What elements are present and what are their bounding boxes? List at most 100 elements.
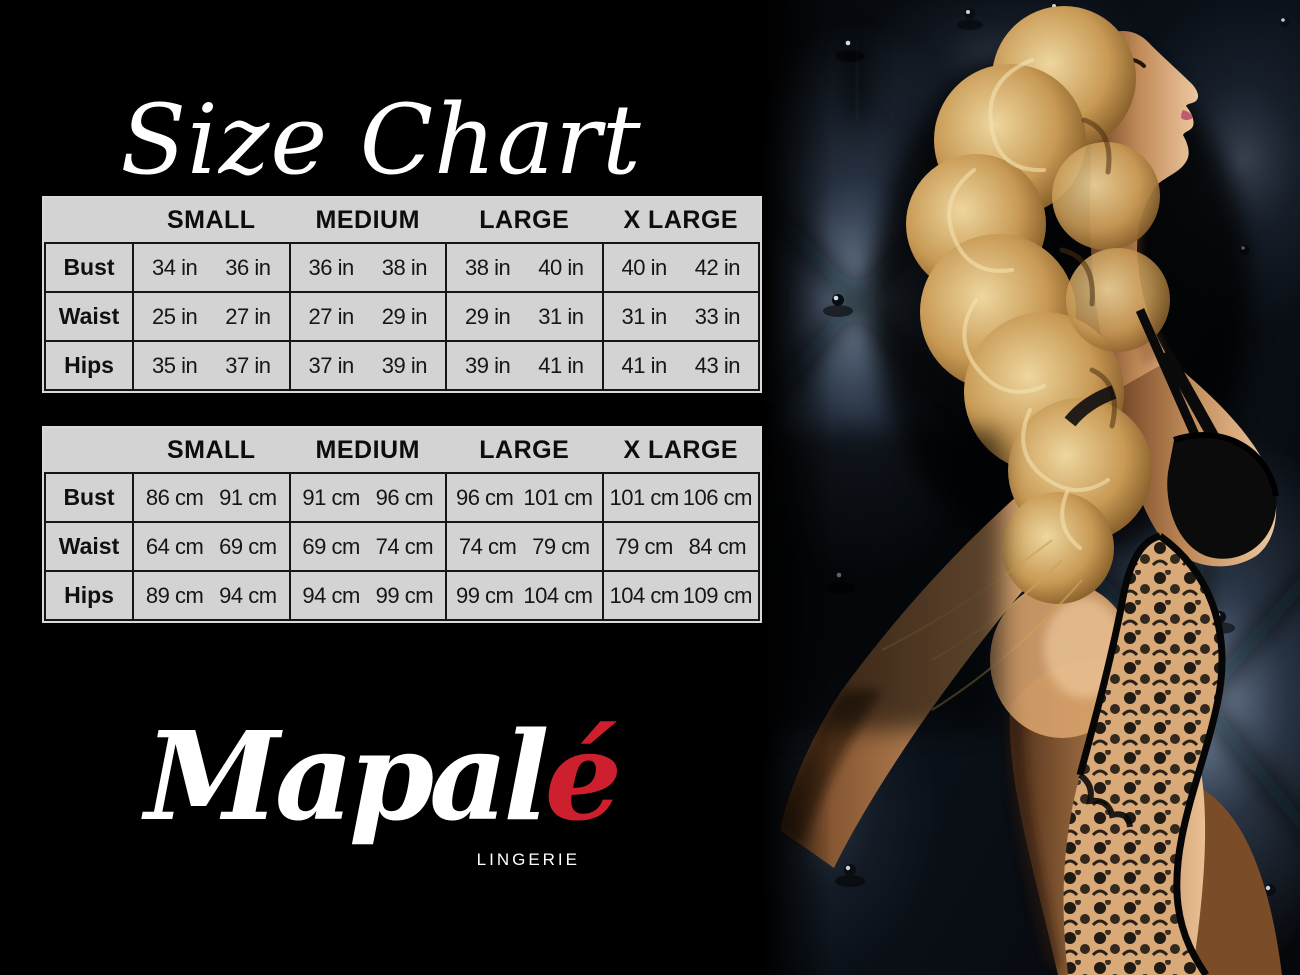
value: 31 in [538,303,584,329]
cell: 64 cm 69 cm [132,521,291,572]
size-table-centimeters: SMALL MEDIUM LARGE X LARGE Bust 86 cm 91 … [42,426,762,623]
page-title: Size Chart [120,84,642,197]
value: 25 in [152,303,198,329]
row-label: Waist [44,291,134,342]
value: 37 in [225,352,271,378]
brand-name-main: Mapal [144,704,550,848]
model-lips [1181,110,1193,120]
cell: 99 cm 104 cm [445,570,604,621]
value: 74 cm [375,533,434,559]
model-photo [762,0,1300,975]
value: 91 cm [302,484,360,510]
row-label: Hips [44,570,134,621]
value: 104 cm [523,582,593,608]
value: 39 in [381,352,428,378]
cell: 39 in 41 in [445,340,604,391]
value: 69 cm [219,533,277,559]
cell: 86 cm 91 cm [132,472,291,523]
header-row: SMALL MEDIUM LARGE X LARGE [45,428,759,474]
column-header-medium: MEDIUM [289,428,446,474]
brand-name-accent: é [544,704,623,848]
shadow-patch [762,430,1002,730]
value: 35 in [152,352,198,378]
value: 96 cm [455,484,514,510]
table-row-bust: Bust 86 cm 91 cm 91 cm 96 cm 96 cm 101 cm 1… [44,472,760,523]
cell: 91 cm 96 cm [288,472,447,523]
cell: 31 in 33 in [601,291,760,342]
value: 74 cm [458,533,517,559]
value: 31 in [621,303,668,329]
value: 94 cm [219,582,277,608]
cell: 34 in 36 in [132,242,291,293]
cell: 36 in 38 in [288,242,447,293]
value: 91 cm [219,484,277,510]
model-hair [881,6,1170,711]
value: 109 cm [682,582,753,608]
value: 84 cm [688,533,747,559]
column-header-medium: MEDIUM [289,198,446,244]
cell: 29 in 31 in [445,291,604,342]
value: 37 in [308,352,355,378]
value: 27 in [308,303,355,329]
column-header-small: SMALL [133,198,290,244]
table-row-waist: Waist 25 in 27 in 27 in 29 in 29 in 31 in 3… [44,291,760,342]
cell: 41 in 43 in [601,340,760,391]
cell: 89 cm 94 cm [132,570,291,621]
row-label: Waist [44,521,134,572]
cell: 40 in 42 in [601,242,760,293]
cell: 25 in 27 in [132,291,291,342]
value: 40 in [621,254,668,280]
corner-cell [45,428,133,474]
cell: 104 cm 109 cm [601,570,760,621]
value: 104 cm [609,582,680,608]
column-header-small: SMALL [133,428,290,474]
value: 79 cm [615,533,673,559]
value: 101 cm [523,484,593,510]
value: 43 in [694,352,741,378]
column-header-large: LARGE [446,198,603,244]
cell: 101 cm 106 cm [601,472,760,523]
value: 101 cm [609,484,680,510]
value: 29 in [381,303,428,329]
table-row-bust: Bust 34 in 36 in 36 in 38 in 38 in 40 in 40… [44,242,760,293]
value: 34 in [152,254,198,280]
value: 94 cm [302,582,360,608]
lace-bodysuit [1063,308,1279,975]
table-row-waist: Waist 64 cm 69 cm 69 cm 74 cm 74 cm 79 cm 7… [44,521,760,572]
value: 36 in [225,254,271,280]
value: 69 cm [302,533,360,559]
cell: 35 in 37 in [132,340,291,391]
value: 41 in [621,352,668,378]
value: 99 cm [375,582,434,608]
value: 64 cm [145,533,204,559]
header-row: SMALL MEDIUM LARGE X LARGE [45,198,759,244]
value: 79 cm [532,533,590,559]
value: 89 cm [145,582,204,608]
value: 41 in [538,352,584,378]
size-chart-panel: Size Chart SMALL MEDIUM LARGE X LARGE Bu… [0,84,762,892]
size-table-inches: SMALL MEDIUM LARGE X LARGE Bust 34 in 36 … [42,196,762,393]
brand-wordmark: Mapalé [0,712,762,840]
cell: 69 cm 74 cm [288,521,447,572]
value: 27 in [225,303,271,329]
row-label: Bust [44,242,134,293]
row-label: Bust [44,472,134,523]
value: 96 cm [375,484,434,510]
brand-logo: Mapalé LINGERIE [0,712,762,892]
halter-strap [1064,385,1117,427]
cell: 74 cm 79 cm [445,521,604,572]
row-label: Hips [44,340,134,391]
value: 40 in [538,254,584,280]
value: 42 in [694,254,741,280]
value: 38 in [465,254,511,280]
cell: 94 cm 99 cm [288,570,447,621]
model-photo-illustration [762,0,1300,975]
column-header-large: LARGE [446,428,603,474]
brand-tagline: LINGERIE [476,850,580,869]
cell: 37 in 39 in [288,340,447,391]
table-row-hips: Hips 35 in 37 in 37 in 39 in 39 in 41 in 41… [44,340,760,391]
value: 36 in [308,254,355,280]
cell: 96 cm 101 cm [445,472,604,523]
column-header-xlarge: X LARGE [602,198,759,244]
column-header-xlarge: X LARGE [602,428,759,474]
